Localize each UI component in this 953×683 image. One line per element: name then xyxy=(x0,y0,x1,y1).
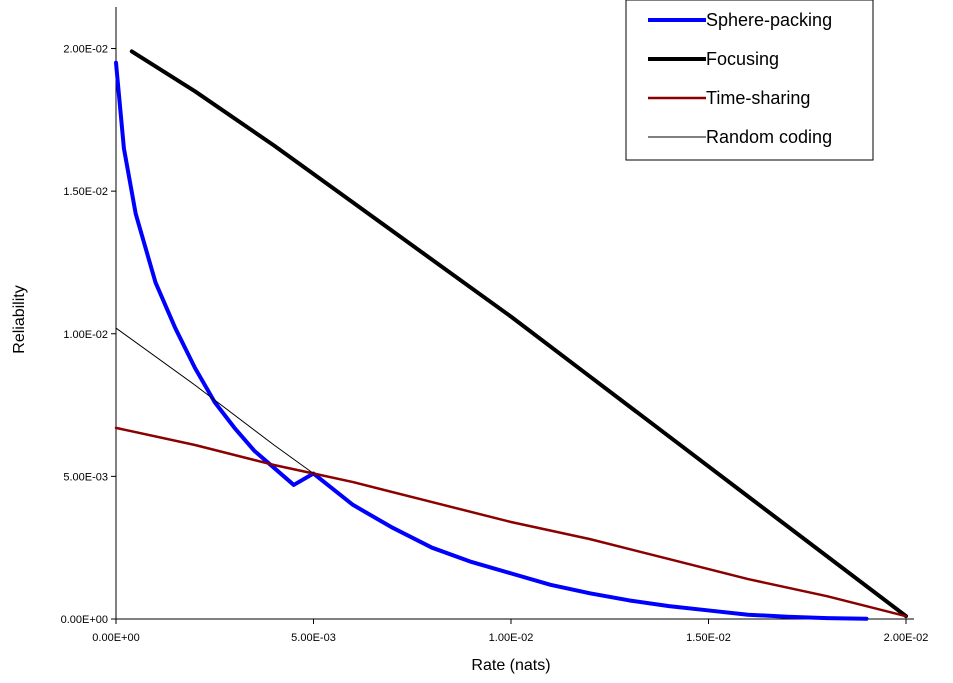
y-tick-label: 1.00E-02 xyxy=(63,329,108,341)
y-tick-label: 2.00E-02 xyxy=(63,44,108,56)
series-line-time-sharing xyxy=(114,426,908,618)
series-line-random-coding xyxy=(115,327,314,475)
series-lines xyxy=(114,49,908,621)
legend-label-focusing: Focusing xyxy=(706,49,779,69)
y-axis-title: Reliability xyxy=(11,285,28,353)
x-axis-title: Rate (nats) xyxy=(471,657,550,674)
y-tick-label: 0.00E+00 xyxy=(61,614,108,626)
series-line-focusing xyxy=(129,49,908,619)
series-line-sphere-packing xyxy=(114,60,869,621)
y-ticks: 0.00E+00 5.00E-03 1.00E-02 1.50E-02 2.00E-02 xyxy=(61,44,116,626)
legend-label-time-sharing: Time-sharing xyxy=(706,88,810,108)
y-tick-label: 5.00E-03 xyxy=(63,471,108,483)
x-tick-label: 1.00E-02 xyxy=(489,632,534,644)
legend: Sphere-packing Focusing Time-sharing Random… xyxy=(625,0,874,161)
x-tick-label: 1.50E-02 xyxy=(686,632,731,644)
x-tick-label: 0.00E+00 xyxy=(92,632,139,644)
legend-box xyxy=(625,0,874,161)
legend-label-sphere-packing: Sphere-packing xyxy=(706,10,832,30)
y-tick-label: 1.50E-02 xyxy=(63,186,108,198)
x-ticks: 0.00E+00 5.00E-03 1.00E-02 1.50E-02 2.00E-02 xyxy=(92,619,928,644)
x-tick-label: 5.00E-03 xyxy=(291,632,336,644)
x-tick-label: 2.00E-02 xyxy=(884,632,929,644)
legend-items: Sphere-packing Focusing Time-sharing Random… xyxy=(648,10,832,147)
legend-label-random-coding: Random coding xyxy=(706,127,832,147)
axes xyxy=(115,7,914,620)
